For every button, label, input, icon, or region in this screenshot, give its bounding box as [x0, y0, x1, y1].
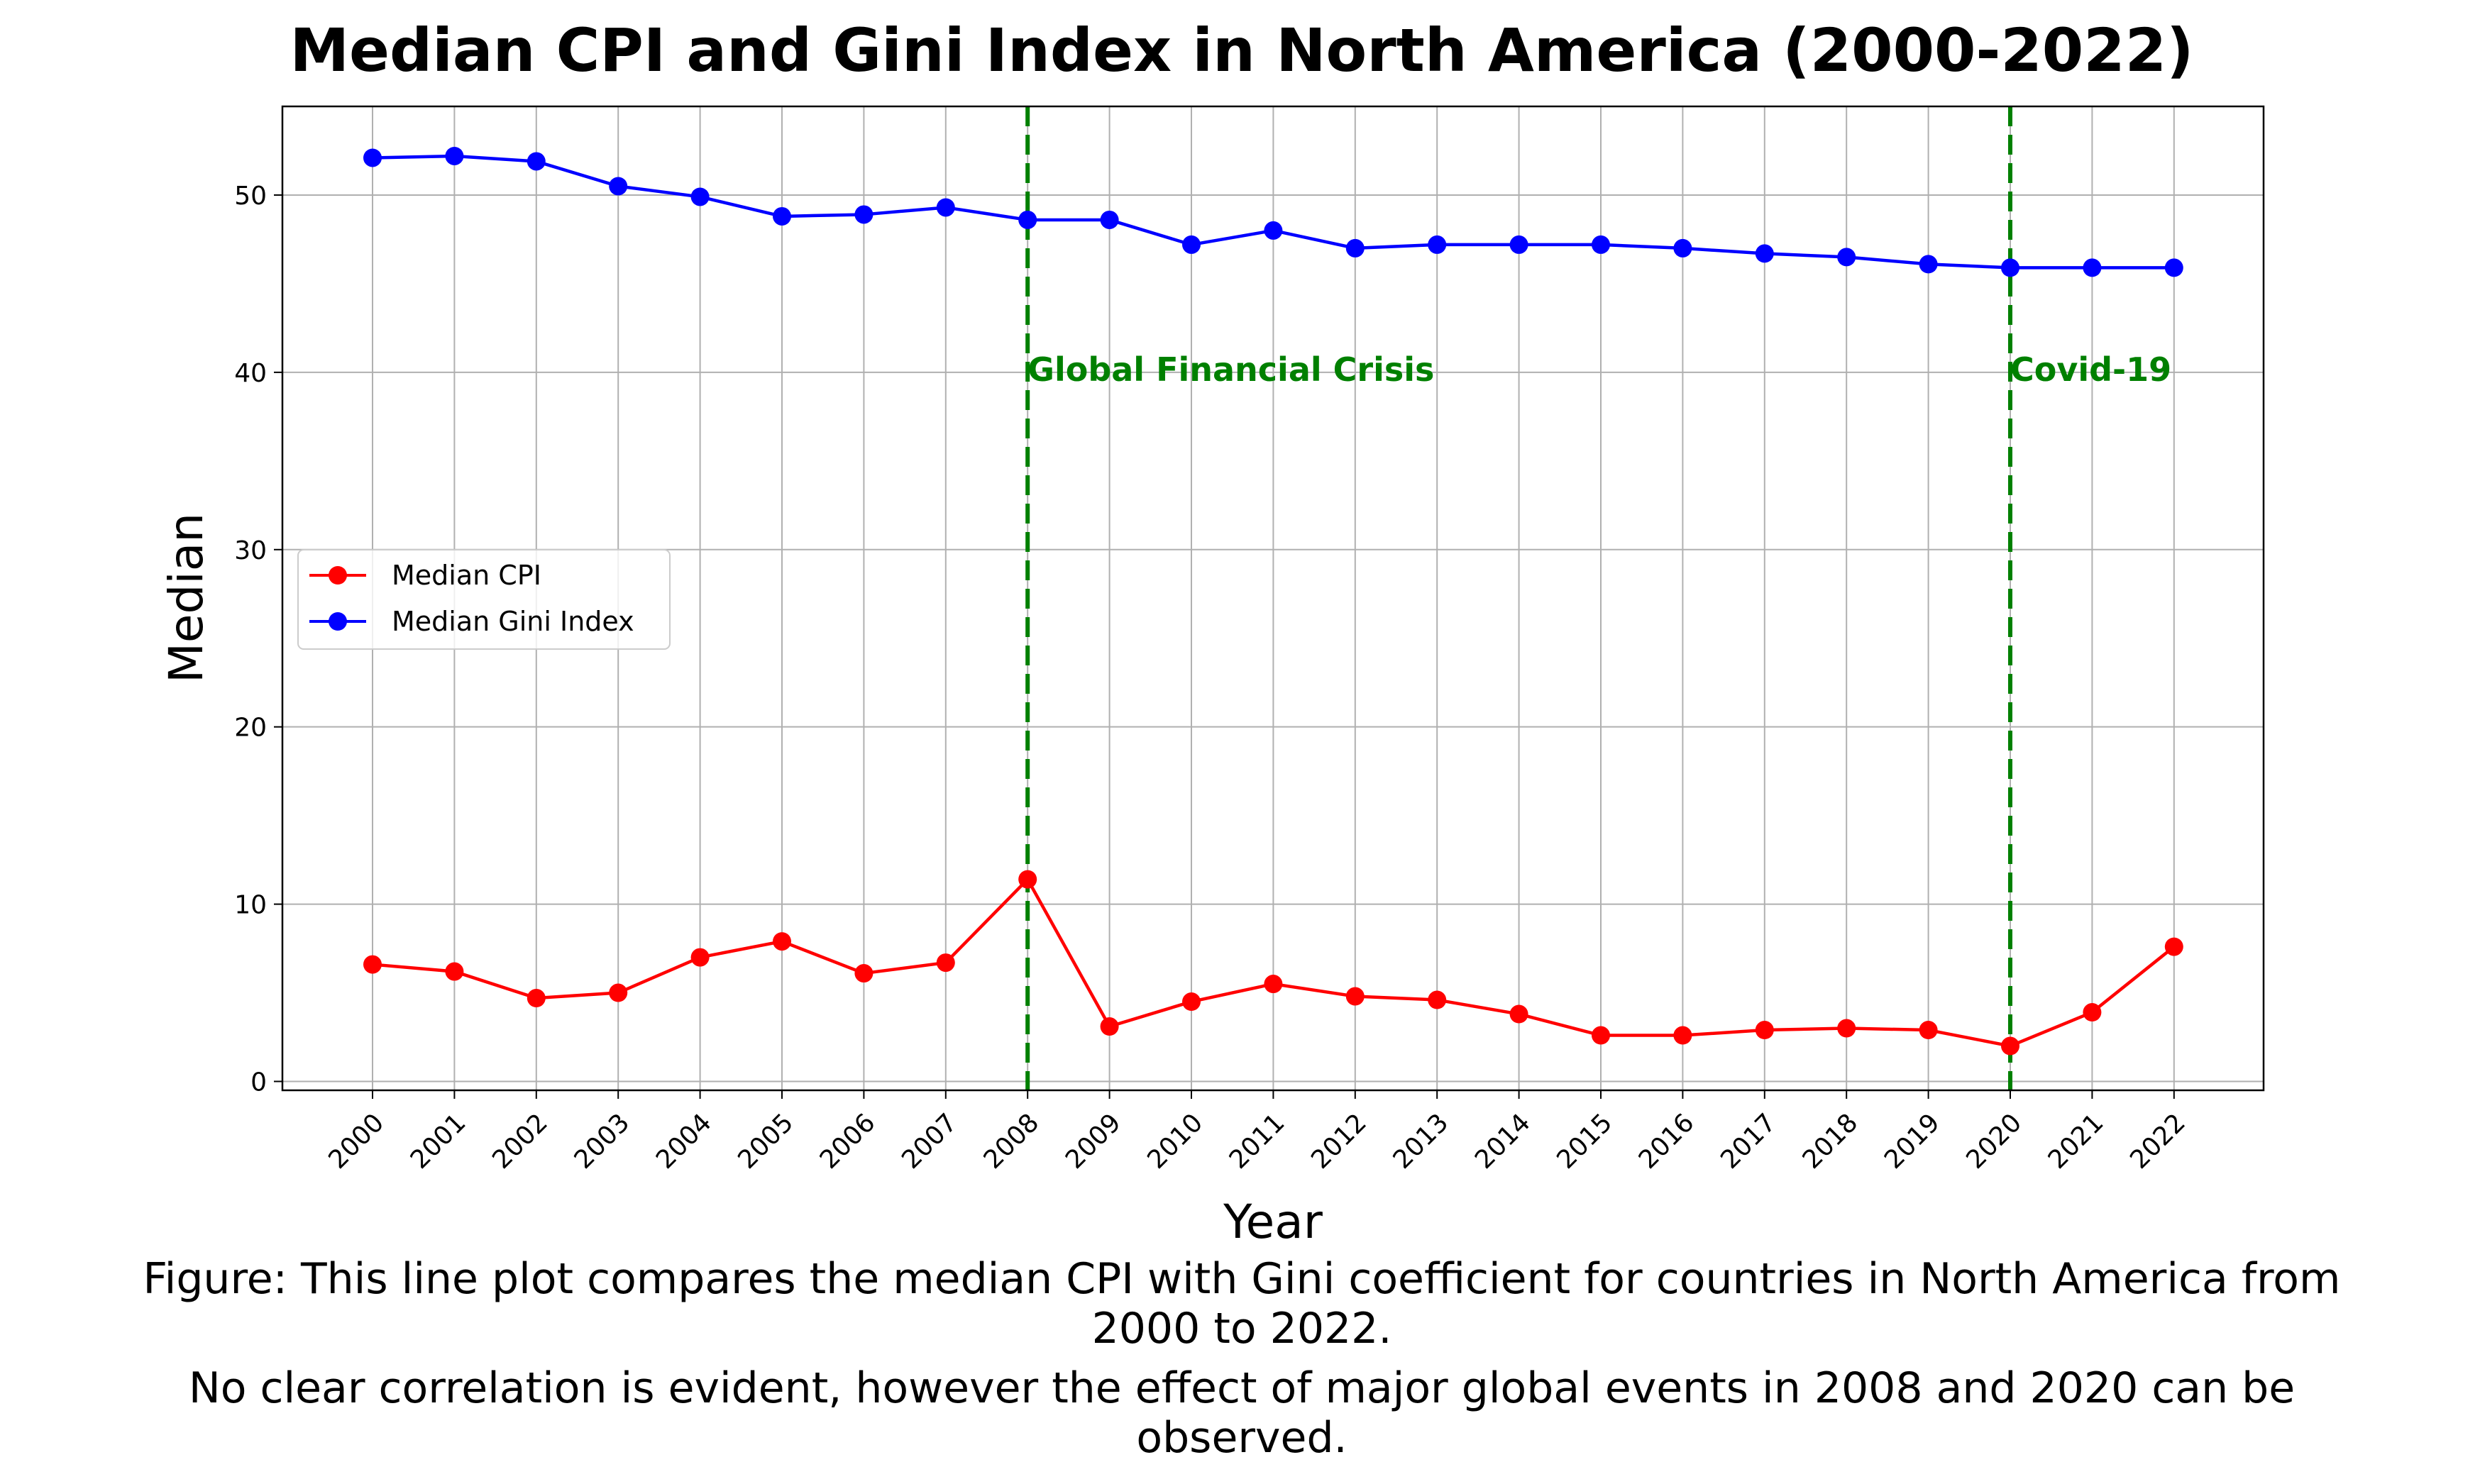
data-point: [936, 198, 955, 217]
data-point: [609, 177, 628, 196]
data-point: [1755, 1021, 1774, 1040]
data-point: [1673, 1026, 1692, 1045]
data-point: [773, 932, 791, 951]
data-point: [609, 983, 628, 1002]
data-point: [1264, 975, 1283, 994]
y-axis-ticks: 0 10 20 30 40 50: [234, 182, 282, 1097]
data-point: [1182, 235, 1201, 254]
data-point: [1182, 992, 1201, 1012]
data-point: [2001, 258, 2019, 277]
legend-box: [297, 549, 671, 650]
caption-line: No clear correlation is evident, however…: [189, 1363, 2295, 1413]
data-point: [773, 206, 791, 226]
data-point: [1264, 221, 1283, 240]
chart-title: Median CPI and Gini Index in North Ameri…: [290, 16, 2193, 85]
data-point: [854, 964, 873, 983]
data-point: [1345, 238, 1365, 258]
figure-caption: Figure: This line plot compares the medi…: [143, 1254, 2341, 1463]
data-point: [2164, 258, 2183, 277]
data-point: [445, 962, 464, 981]
data-point: [936, 953, 955, 973]
data-point: [1837, 1019, 1856, 1038]
y-tick-label: 50: [234, 182, 267, 211]
legend-marker-gini: [329, 612, 347, 631]
data-point: [1919, 255, 1938, 274]
data-point: [1345, 987, 1365, 1006]
data-point: [2164, 937, 2183, 956]
data-point: [1673, 238, 1692, 258]
data-point: [1592, 1026, 1610, 1045]
data-point: [1428, 235, 1447, 254]
data-point: [690, 948, 710, 967]
event-label: Covid-19: [2010, 350, 2171, 389]
data-point: [363, 148, 382, 167]
series-gini: [363, 146, 2183, 277]
y-tick-label: 10: [234, 891, 267, 920]
data-point: [1837, 248, 1856, 267]
data-point: [1509, 1004, 1528, 1024]
data-point: [1919, 1021, 1938, 1040]
y-tick-label: 0: [250, 1068, 267, 1097]
data-point: [1018, 210, 1037, 229]
y-tick-label: 20: [234, 714, 267, 743]
data-point: [1509, 235, 1528, 254]
data-point: [445, 146, 464, 165]
legend-label-cpi: Median CPI: [392, 560, 541, 591]
legend-marker-cpi: [329, 566, 347, 585]
data-point: [1100, 210, 1119, 229]
caption-line: 2000 to 2022.: [1092, 1304, 1392, 1353]
data-point: [1755, 244, 1774, 263]
y-tick-label: 40: [234, 359, 267, 388]
data-point: [1592, 235, 1610, 254]
caption-line: Figure: This line plot compares the medi…: [143, 1254, 2341, 1304]
data-point: [2083, 1003, 2102, 1022]
event-annotations: Global Financial Crisis Covid-19: [1025, 106, 2171, 1090]
data-point: [527, 152, 546, 171]
series-layer: [363, 146, 2183, 1056]
data-point: [1100, 1017, 1119, 1036]
legend-label-gini: Median Gini Index: [392, 606, 634, 637]
y-tick-label: 30: [234, 536, 267, 565]
grid-lines: [282, 106, 2264, 1090]
event-label: Global Financial Crisis: [1027, 350, 1434, 389]
data-point: [1018, 870, 1037, 889]
data-point: [854, 205, 873, 224]
data-point: [527, 989, 546, 1008]
y-axis-label: Median: [159, 513, 214, 683]
data-point: [2083, 258, 2102, 277]
data-point: [2001, 1036, 2019, 1056]
data-point: [1428, 990, 1447, 1009]
series-cpi: [363, 870, 2183, 1056]
data-point: [690, 187, 710, 206]
legend: Median CPI Median Gini Index: [297, 549, 671, 650]
data-point: [363, 955, 382, 974]
x-axis-label: Year: [1223, 1195, 1323, 1249]
caption-line: observed.: [1136, 1413, 1347, 1463]
